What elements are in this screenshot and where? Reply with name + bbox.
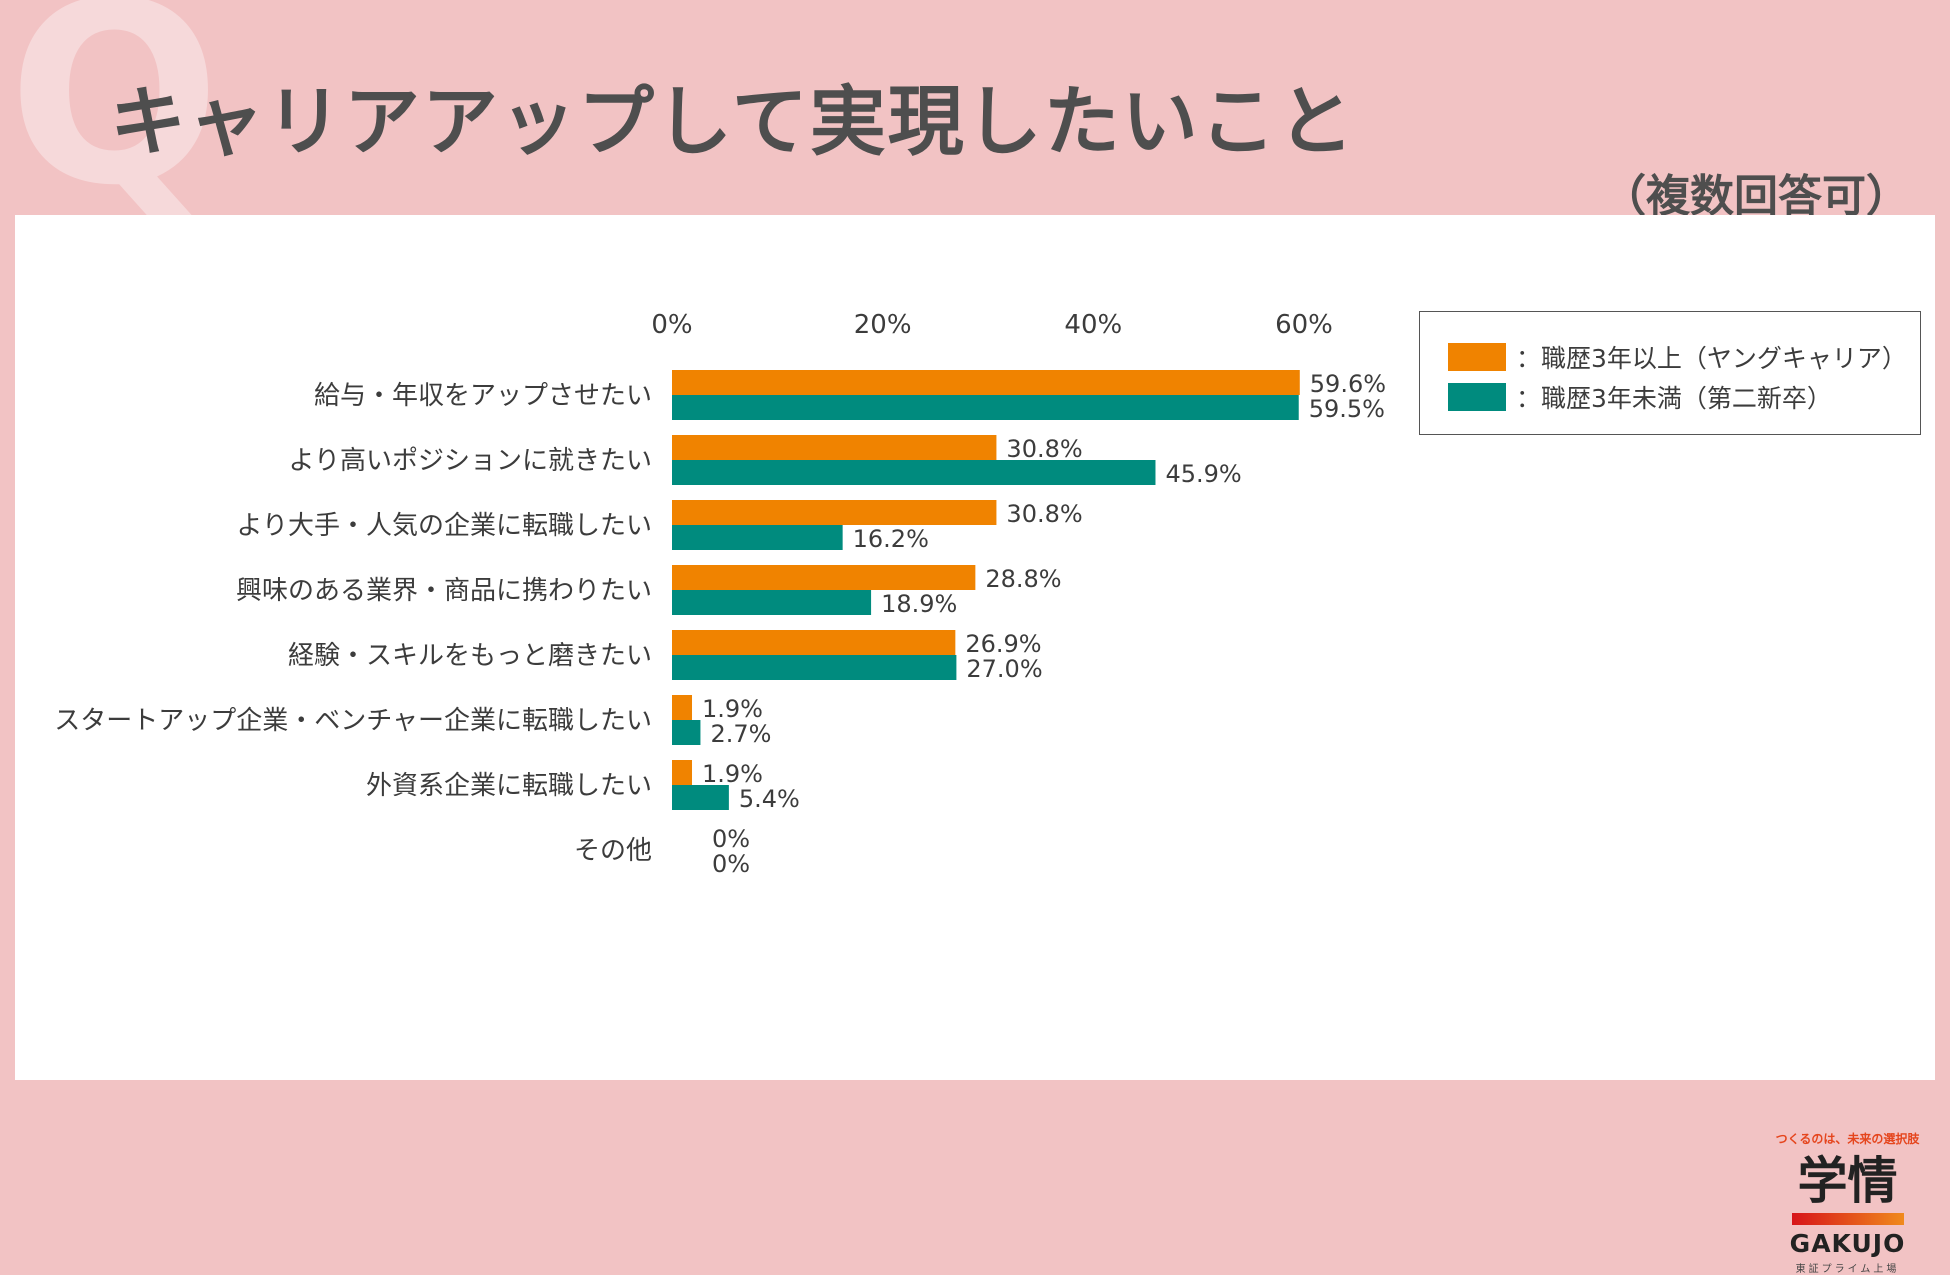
- bar-young-career: [672, 500, 997, 525]
- category-label: 経験・スキルをもっと磨きたい: [288, 641, 652, 671]
- legend-label: ：職歴3年以上（ヤングキャリア）: [1516, 344, 1907, 373]
- data-label: 16.2%: [853, 525, 929, 553]
- x-tick-label: 40%: [1064, 310, 1122, 340]
- subtitle: （複数回答可）: [1602, 171, 1910, 222]
- bar-young-career: [672, 760, 693, 785]
- q-watermark: Q: [8, 0, 221, 240]
- bar-second-new-grad: [672, 590, 872, 615]
- category-label: より大手・人気の企業に転職したい: [237, 511, 652, 541]
- logo-market: 東証プライム上場: [1795, 1263, 1900, 1275]
- data-label: 45.9%: [1165, 460, 1241, 488]
- bar-second-new-grad: [672, 785, 729, 810]
- legend-swatch-teal: [1448, 383, 1506, 411]
- category-label: より高いポジションに就きたい: [289, 446, 652, 476]
- bar-young-career: [672, 370, 1300, 395]
- x-tick-label: 20%: [854, 310, 912, 340]
- legend: ：職歴3年以上（ヤングキャリア） ：職歴3年未満（第二新卒）: [1419, 311, 1921, 435]
- category-label: 給与・年収をアップさせたい: [314, 381, 652, 411]
- data-label: 5.4%: [739, 785, 800, 813]
- data-label: 27.0%: [966, 655, 1042, 683]
- category-label: その他: [574, 836, 652, 866]
- logo-tagline: つくるのは、未来の選択肢: [1775, 1132, 1920, 1146]
- logo-mark: 学情: [1797, 1152, 1898, 1210]
- data-label: 1.9%: [702, 760, 763, 788]
- bar-second-new-grad: [672, 395, 1299, 420]
- legend-label: ：職歴3年未満（第二新卒）: [1516, 384, 1832, 413]
- data-label: 59.5%: [1309, 395, 1385, 423]
- logo-english: GAKUJO: [1789, 1228, 1906, 1258]
- data-label: 59.6%: [1310, 370, 1386, 398]
- data-label: 30.8%: [1006, 435, 1082, 463]
- x-tick-label: 60%: [1275, 310, 1333, 340]
- legend-item-young-career: ：職歴3年以上（ヤングキャリア）: [1448, 342, 1907, 373]
- data-label: 18.9%: [881, 590, 957, 618]
- logo-gradient-bar: [1791, 1212, 1904, 1225]
- page-title: キャリアアップして実現したいこと: [110, 77, 1356, 166]
- category-label: 外資系企業に転職したい: [366, 771, 652, 801]
- bar-chart: 0% 20% 40% 60% 給与・年収をアップさせたい 59.6%59.5% より高いポジ…: [54, 310, 1386, 878]
- category-label: 興味のある業界・商品に携わりたい: [236, 576, 652, 606]
- bar-young-career: [672, 695, 693, 720]
- bar-young-career: [672, 565, 976, 590]
- legend-swatch-orange: [1448, 343, 1506, 371]
- gakujo-logo: つくるのは、未来の選択肢 学情 GAKUJO 東証プライム上場: [1760, 1130, 1935, 1275]
- data-label: 2.7%: [710, 720, 771, 748]
- bar-young-career: [672, 630, 956, 655]
- data-label: 26.9%: [965, 630, 1041, 658]
- chart-panel: 0% 20% 40% 60% 給与・年収をアップさせたい 59.6% 59.5% より高いポジ…: [15, 215, 1935, 1275]
- data-label: 30.8%: [1006, 500, 1082, 528]
- bar-second-new-grad: [672, 525, 843, 550]
- category-label: スタートアップ企業・ベンチャー企業に転職したい: [54, 706, 652, 736]
- data-label: 0%: [712, 825, 750, 853]
- data-label: 28.8%: [985, 565, 1061, 593]
- x-tick-label: 0%: [651, 310, 692, 340]
- data-label: 0%: [712, 850, 750, 878]
- bar-second-new-grad: [672, 720, 701, 745]
- bar-second-new-grad: [672, 460, 1156, 485]
- bar-young-career: [672, 435, 997, 460]
- legend-item-second-new-grad: ：職歴3年未満（第二新卒）: [1448, 382, 1832, 413]
- bar-second-new-grad: [672, 655, 957, 680]
- data-label: 1.9%: [702, 695, 763, 723]
